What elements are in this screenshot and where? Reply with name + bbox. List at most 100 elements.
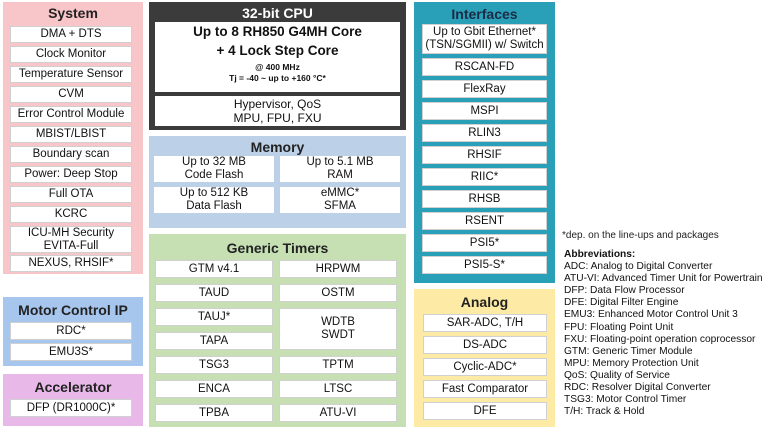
- abbreviation-item: QoS: Quality of Service: [564, 369, 670, 381]
- timer-atu-vi: ATU-VI: [279, 404, 397, 422]
- abbreviation-item: EMU3: Enhanced Motor Control Unit 3: [564, 309, 738, 321]
- memory-emmc-line2: SFMA: [324, 200, 356, 212]
- timer-tapa: TAPA: [155, 332, 273, 350]
- timer-enca: ENCA: [155, 380, 273, 398]
- system-item-mbist: MBIST/LBIST: [10, 126, 132, 143]
- timer-tptm: TPTM: [279, 356, 397, 374]
- memory-emmc-line1: eMMC*: [320, 187, 360, 199]
- timer-tsg3: TSG3: [155, 356, 273, 374]
- system-item-dma: DMA + DTS: [10, 26, 132, 43]
- cpu-junction-temp: Tj = -40 ~ up to +160 °C*: [229, 73, 326, 83]
- motor-control-title: Motor Control IP: [18, 302, 128, 318]
- system-panel: System DMA + DTS Clock Monitor Temperatu…: [3, 2, 143, 274]
- system-item-nexus: NEXUS, RHSIF*: [10, 255, 132, 272]
- accelerator-item-dfp: DFP (DR1000C)*: [10, 399, 132, 417]
- memory-panel: Memory Up to 32 MB Code Flash Up to 5.1 …: [149, 136, 406, 228]
- memory-code-flash-size: Up to 32 MB: [182, 156, 246, 168]
- interface-mspi: MSPI: [422, 102, 547, 120]
- abbreviation-item: RDC: Resolver Digital Converter: [564, 382, 711, 394]
- system-item-clock-monitor: Clock Monitor: [10, 46, 132, 63]
- abbreviation-item: FPU: Floating Point Unit: [564, 321, 674, 333]
- system-item-security: ICU-MH Security EVITA-Full: [10, 226, 132, 253]
- timer-gtm: GTM v4.1: [155, 260, 273, 278]
- interface-psi5-s: PSI5-S*: [422, 256, 547, 274]
- interface-ethernet: Up to Gbit Ethernet* (TSN/SGMII) w/ Swit…: [422, 24, 547, 54]
- memory-data-flash-size: Up to 512 KB: [179, 187, 249, 199]
- abbreviation-item: ADC: Analog to Digital Converter: [564, 261, 713, 273]
- generic-timers-panel: Generic Timers GTM v4.1 TAUD TAUJ* TAPA …: [149, 234, 406, 427]
- cpu-title: 32-bit CPU: [242, 5, 313, 21]
- accelerator-panel: Accelerator DFP (DR1000C)*: [3, 374, 143, 426]
- cpu-panel: 32-bit CPU Up to 8 RH850 G4MH Core + 4 L…: [149, 2, 406, 130]
- system-item-error-control: Error Control Module: [10, 106, 132, 123]
- interface-riic: RIIC*: [422, 168, 547, 186]
- interface-rscan-fd: RSCAN-FD: [422, 58, 547, 76]
- interface-ethernet-line1: Up to Gbit Ethernet*: [433, 26, 536, 38]
- security-line2: EVITA-Full: [43, 239, 99, 252]
- abbreviations-list: Abbreviations: ADC: Analog to Digital Co…: [564, 249, 763, 418]
- analog-ds-adc: DS-ADC: [423, 336, 547, 354]
- interface-rlin3: RLIN3: [422, 124, 547, 142]
- memory-ram-label: RAM: [327, 169, 353, 181]
- interfaces-title: Interfaces: [451, 6, 518, 22]
- cpu-core-box: Up to 8 RH850 G4MH Core + 4 Lock Step Co…: [155, 22, 400, 92]
- abbreviation-item: TSG3: Motor Control Timer: [564, 394, 687, 406]
- motor-control-panel: Motor Control IP RDC* EMU3S*: [3, 297, 143, 366]
- analog-title: Analog: [460, 294, 509, 310]
- system-item-boundary-scan: Boundary scan: [10, 146, 132, 163]
- interfaces-panel: Interfaces Up to Gbit Ethernet* (TSN/SGM…: [414, 2, 555, 283]
- timer-wdtb-swdt: WDTB SWDT: [279, 308, 397, 350]
- abbreviation-item: ATU-VI: Advanced Timer Unit for Powertra…: [564, 273, 763, 285]
- timer-tauj: TAUJ*: [155, 308, 273, 326]
- cpu-frequency: @ 400 MHz: [255, 62, 300, 72]
- cpu-core-line2: + 4 Lock Step Core: [216, 43, 339, 58]
- cpu-features-line1: Hypervisor, QoS: [233, 97, 322, 111]
- analog-dfe: DFE: [423, 402, 547, 420]
- timer-swdt: SWDT: [321, 329, 355, 341]
- abbreviation-item: T/H: Track & Hold: [564, 406, 645, 418]
- timer-ltsc: LTSC: [279, 380, 397, 398]
- interface-rsent: RSENT: [422, 212, 547, 230]
- generic-timers-title: Generic Timers: [226, 240, 329, 256]
- interface-psi5: PSI5*: [422, 234, 547, 252]
- cpu-features-line2: MPU, FPU, FXU: [233, 111, 322, 125]
- memory-ram: Up to 5.1 MB RAM: [280, 156, 400, 182]
- memory-code-flash-label: Code Flash: [184, 169, 244, 181]
- security-line1: ICU-MH Security: [27, 226, 115, 239]
- system-item-temperature-sensor: Temperature Sensor: [10, 66, 132, 83]
- abbreviations-title: Abbreviations:: [564, 249, 636, 260]
- timer-hrpwm: HRPWM: [279, 260, 397, 278]
- system-item-power: Power: Deep Stop: [10, 166, 132, 183]
- memory-code-flash: Up to 32 MB Code Flash: [154, 156, 274, 182]
- analog-sar-adc: SAR-ADC, T/H: [423, 314, 547, 332]
- analog-fast-comparator: Fast Comparator: [423, 380, 547, 398]
- motor-item-emu3s: EMU3S*: [10, 343, 132, 361]
- cpu-features-box: Hypervisor, QoS MPU, FPU, FXU: [155, 96, 400, 126]
- abbreviation-item: DFE: Digital Filter Engine: [564, 297, 679, 309]
- abbreviation-item: FXU: Floating-point operation coprocesso…: [564, 333, 756, 345]
- abbreviation-item: MPU: Memory Protection Unit: [564, 357, 699, 369]
- system-item-full-ota: Full OTA: [10, 186, 132, 203]
- system-item-cvm: CVM: [10, 86, 132, 103]
- system-title: System: [48, 5, 98, 21]
- cpu-core-line1: Up to 8 RH850 G4MH Core: [193, 24, 362, 39]
- system-item-kcrc: KCRC: [10, 206, 132, 223]
- memory-emmc: eMMC* SFMA: [280, 187, 400, 213]
- memory-data-flash-label: Data Flash: [186, 200, 242, 212]
- timer-taud: TAUD: [155, 284, 273, 302]
- analog-panel: Analog SAR-ADC, T/H DS-ADC Cyclic-ADC* F…: [414, 289, 555, 427]
- timer-tpba: TPBA: [155, 404, 273, 422]
- timer-ostm: OSTM: [279, 284, 397, 302]
- memory-data-flash: Up to 512 KB Data Flash: [154, 187, 274, 213]
- interface-rhsif: RHSIF: [422, 146, 547, 164]
- interface-flexray: FlexRay: [422, 80, 547, 98]
- motor-item-rdc: RDC*: [10, 322, 132, 340]
- accelerator-title: Accelerator: [34, 379, 112, 395]
- memory-title: Memory: [250, 139, 305, 155]
- analog-cyclic-adc: Cyclic-ADC*: [423, 358, 547, 376]
- memory-ram-size: Up to 5.1 MB: [306, 156, 374, 168]
- abbreviation-item: DFP: Data Flow Processor: [564, 285, 685, 297]
- lineup-footnote: *dep. on the line-ups and packages: [562, 230, 719, 241]
- timer-wdtb: WDTB: [321, 316, 355, 328]
- interface-rhsb: RHSB: [422, 190, 547, 208]
